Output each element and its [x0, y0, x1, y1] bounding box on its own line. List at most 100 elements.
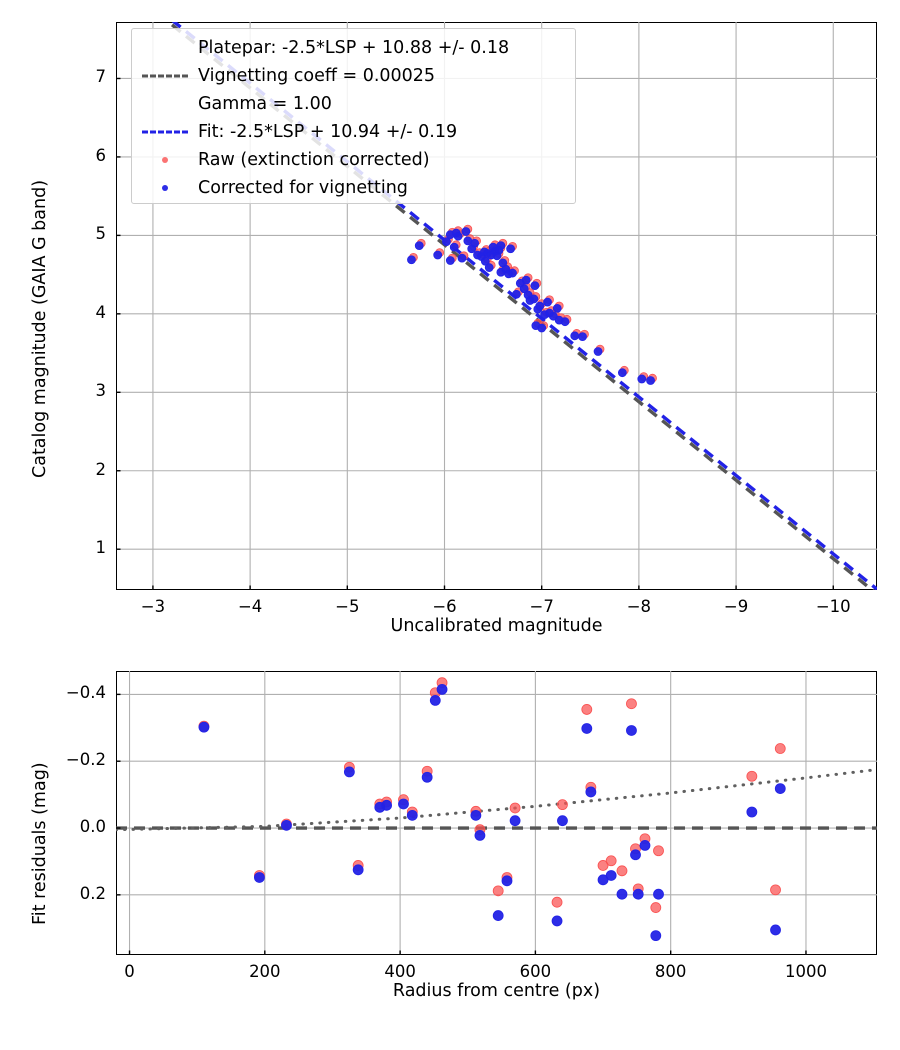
data-point [343, 766, 355, 778]
x-tick-label: −10 [815, 597, 851, 616]
data-point [616, 888, 628, 900]
data-point [581, 723, 593, 734]
data-point [593, 347, 603, 356]
legend-entry[interactable]: Gamma = 1.00 [138, 91, 332, 117]
y-tick-label: −0.2 [65, 750, 106, 770]
x-tick-label: 800 [654, 962, 687, 981]
x-tick-label: −4 [237, 597, 263, 616]
y-tick-label: 7 [95, 67, 107, 87]
x-tick-label: −7 [529, 597, 554, 616]
legend-label: Raw (extinction corrected) [198, 150, 430, 170]
data-point [637, 374, 647, 384]
data-point [543, 297, 552, 307]
dashed-line-glyph [142, 74, 188, 78]
data-point [492, 885, 504, 897]
legend-empty-handle [138, 91, 192, 117]
legend-entry[interactable]: Corrected for vignetting [138, 175, 408, 201]
dashed-line-glyph [142, 130, 188, 134]
data-point [597, 860, 609, 871]
data-point [639, 840, 651, 851]
data-point [414, 241, 424, 250]
y-tick-label: 3 [95, 381, 107, 401]
data-point [429, 695, 441, 706]
y-tick-label: 4 [95, 302, 107, 322]
x-tick-label: −9 [723, 597, 749, 616]
data-point [581, 704, 593, 715]
data-point [407, 255, 416, 265]
data-point [512, 289, 521, 299]
legend-label: Platepar: -2.5*LSP + 10.88 +/- 0.18 [198, 38, 510, 58]
data-point [770, 924, 781, 936]
data-point [457, 253, 467, 263]
data-point [551, 896, 563, 908]
data-point [605, 870, 617, 881]
data-point [480, 256, 490, 266]
data-point [560, 317, 570, 327]
residuals-x-axis-label: Radius from centre (px) [392, 981, 601, 1001]
data-point [578, 332, 587, 341]
x-tick-label: −3 [140, 597, 166, 616]
data-point [653, 845, 664, 857]
x-tick-label: 1000 [784, 962, 827, 981]
data-point [281, 819, 292, 831]
data-point [616, 865, 628, 877]
legend-empty-handle [138, 35, 192, 61]
legend-label: Corrected for vignetting [198, 178, 408, 198]
data-point [653, 888, 664, 900]
data-point [381, 799, 392, 811]
x-tick-label: 400 [384, 962, 416, 981]
data-point [557, 799, 568, 811]
data-point [461, 227, 471, 236]
residuals-plot-canvas [116, 671, 877, 955]
y-tick-label: 1 [95, 538, 107, 558]
data-point [646, 376, 655, 385]
data-point [557, 815, 568, 827]
legend-entry[interactable]: Vignetting coeff = 0.00025 [138, 63, 435, 89]
data-point [626, 698, 637, 710]
calibration-plot-canvas [116, 22, 877, 590]
data-point [445, 256, 455, 265]
data-point [433, 250, 443, 260]
legend-entry[interactable]: Raw (extinction corrected) [138, 147, 430, 173]
data-point [509, 802, 521, 814]
data-point [650, 902, 662, 913]
legend-entry[interactable]: Fit: -2.5*LSP + 10.94 +/- 0.19 [138, 119, 457, 145]
data-point [509, 815, 521, 827]
data-point [451, 228, 461, 238]
data-point [474, 829, 486, 841]
x-tick-label: 200 [249, 962, 281, 981]
data-point [630, 849, 641, 861]
data-point [585, 786, 597, 798]
data-point [496, 241, 506, 250]
data-point [770, 884, 781, 896]
data-point [530, 281, 540, 291]
data-point [352, 864, 364, 876]
calibration-x-axis-label: Uncalibrated magnitude [390, 616, 603, 636]
data-point [508, 268, 517, 278]
data-point [617, 368, 627, 378]
dot-glyph [162, 157, 168, 163]
legend-dashed-line-icon [138, 119, 192, 145]
data-point [529, 294, 539, 304]
data-point [535, 301, 545, 311]
y-tick-label: 6 [95, 145, 107, 165]
residuals-plot [116, 671, 877, 955]
data-point [774, 783, 786, 795]
data-point [506, 244, 515, 254]
y-tick-label: 0.2 [79, 883, 106, 903]
data-point [398, 798, 409, 810]
legend-label: Gamma = 1.00 [198, 94, 332, 114]
y-tick-label: 0.0 [79, 817, 106, 837]
data-point [746, 770, 758, 782]
x-tick-label: −8 [626, 597, 652, 616]
data-point [746, 806, 758, 818]
data-point [470, 809, 482, 821]
trend-line [116, 768, 877, 832]
data-point [605, 855, 617, 867]
y-tick-label: −0.4 [65, 683, 106, 703]
y-tick-label: 2 [95, 459, 107, 479]
y-tick-label: 5 [95, 224, 107, 244]
legend-entry[interactable]: Platepar: -2.5*LSP + 10.88 +/- 0.18 [138, 35, 509, 61]
x-tick-label: 600 [519, 962, 552, 981]
